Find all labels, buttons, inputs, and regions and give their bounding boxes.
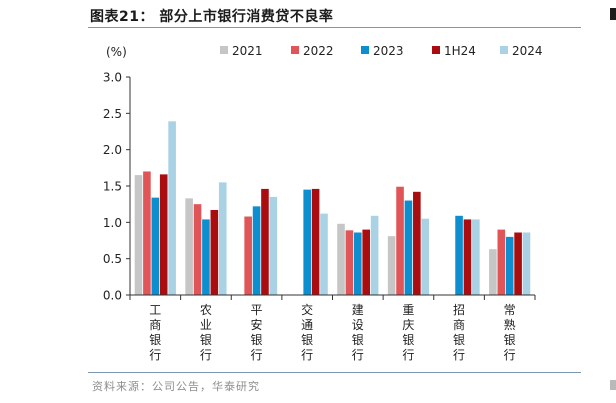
bar-2022-0 xyxy=(143,171,151,295)
legend-label: 2023 xyxy=(373,44,404,58)
bar-2023-3 xyxy=(303,189,311,295)
x-category-label: 招商银行 xyxy=(453,303,465,362)
bar-2023-4 xyxy=(354,232,362,295)
source-note: 资料来源：公司公告，华泰研究 xyxy=(92,380,260,393)
legend-swatch-1h24 xyxy=(432,46,440,54)
legend-label: 2022 xyxy=(303,44,334,58)
legend: 2021 2022 2023 1H24 2024 xyxy=(220,44,543,58)
edge-fragment-bottom xyxy=(610,380,616,390)
bar-2023-2 xyxy=(252,206,261,295)
y-tick-label: 0.0 xyxy=(103,289,122,303)
bar-2024-1 xyxy=(218,182,227,295)
bar-1h24-7 xyxy=(514,232,522,295)
y-tick-label: 1.5 xyxy=(103,180,122,194)
bar-2022-2 xyxy=(244,216,252,295)
y-tick-label: 3.0 xyxy=(103,71,122,85)
legend-swatch-2021 xyxy=(220,46,228,54)
bar-2023-6 xyxy=(455,215,463,295)
x-category-label: 重庆银行 xyxy=(402,303,414,362)
legend-swatch-2023 xyxy=(361,46,369,54)
unit-label: (%) xyxy=(106,45,127,59)
legend-label: 2021 xyxy=(232,44,263,58)
bar-1h24-1 xyxy=(210,209,219,295)
bar-1h24-0 xyxy=(159,174,168,295)
x-category-label: 平安银行 xyxy=(251,303,263,362)
bar-2021-0 xyxy=(134,175,143,295)
y-tick-label: 2.0 xyxy=(103,143,122,157)
x-axis: 工商银行 农业银行 平安银行 交通银行 建设银行 重庆银行 招商银行 常熟银行 xyxy=(129,294,536,362)
y-tick-label: 2.5 xyxy=(103,107,122,121)
bar-1h24-3 xyxy=(311,188,320,295)
bar-1h24-6 xyxy=(463,219,472,295)
bars xyxy=(134,121,531,296)
bar-2024-2 xyxy=(269,196,278,295)
bar-2021-4 xyxy=(337,223,345,295)
x-category-label: 常熟银行 xyxy=(504,303,516,362)
bar-1h24-5 xyxy=(413,191,421,295)
x-category-label: 建设银行 xyxy=(352,303,364,362)
bar-2021-5 xyxy=(387,236,396,295)
bar-2022-1 xyxy=(193,204,202,295)
bar-1h24-4 xyxy=(362,229,371,295)
bar-2024-6 xyxy=(472,219,480,295)
y-tick-label: 0.5 xyxy=(103,252,122,266)
bar-2022-7 xyxy=(497,229,506,295)
bar-2021-7 xyxy=(489,249,497,295)
edge-fragment-top xyxy=(610,8,616,20)
bar-2022-5 xyxy=(396,186,404,295)
figure-title: 图表21： 部分上市银行消费贷不良率 xyxy=(90,9,334,25)
y-axis: 0.0 0.5 1.0 1.5 2.0 2.5 3.0 xyxy=(103,71,131,303)
source-rule xyxy=(88,372,581,373)
bar-2023-7 xyxy=(505,236,514,295)
x-category-label: 农业银行 xyxy=(200,303,212,362)
y-tick-label: 1.0 xyxy=(103,216,122,230)
title-rule xyxy=(88,27,581,28)
bar-2024-4 xyxy=(370,215,379,295)
legend-label: 2024 xyxy=(512,44,543,58)
bar-2023-5 xyxy=(404,200,413,295)
bar-2022-4 xyxy=(345,230,354,295)
bar-2024-7 xyxy=(522,232,531,295)
x-category-label: 工商银行 xyxy=(149,303,161,362)
bar-2024-5 xyxy=(421,218,430,295)
bar-1h24-2 xyxy=(261,188,269,295)
bar-2021-1 xyxy=(185,198,193,295)
legend-label: 1H24 xyxy=(444,44,476,58)
legend-swatch-2022 xyxy=(291,46,299,54)
bar-2024-0 xyxy=(168,121,176,296)
x-category-label: 交通银行 xyxy=(301,302,313,362)
legend-swatch-2024 xyxy=(500,46,508,54)
bar-2024-3 xyxy=(320,213,328,295)
bar-2023-0 xyxy=(151,197,160,295)
bar-2023-1 xyxy=(202,219,210,295)
